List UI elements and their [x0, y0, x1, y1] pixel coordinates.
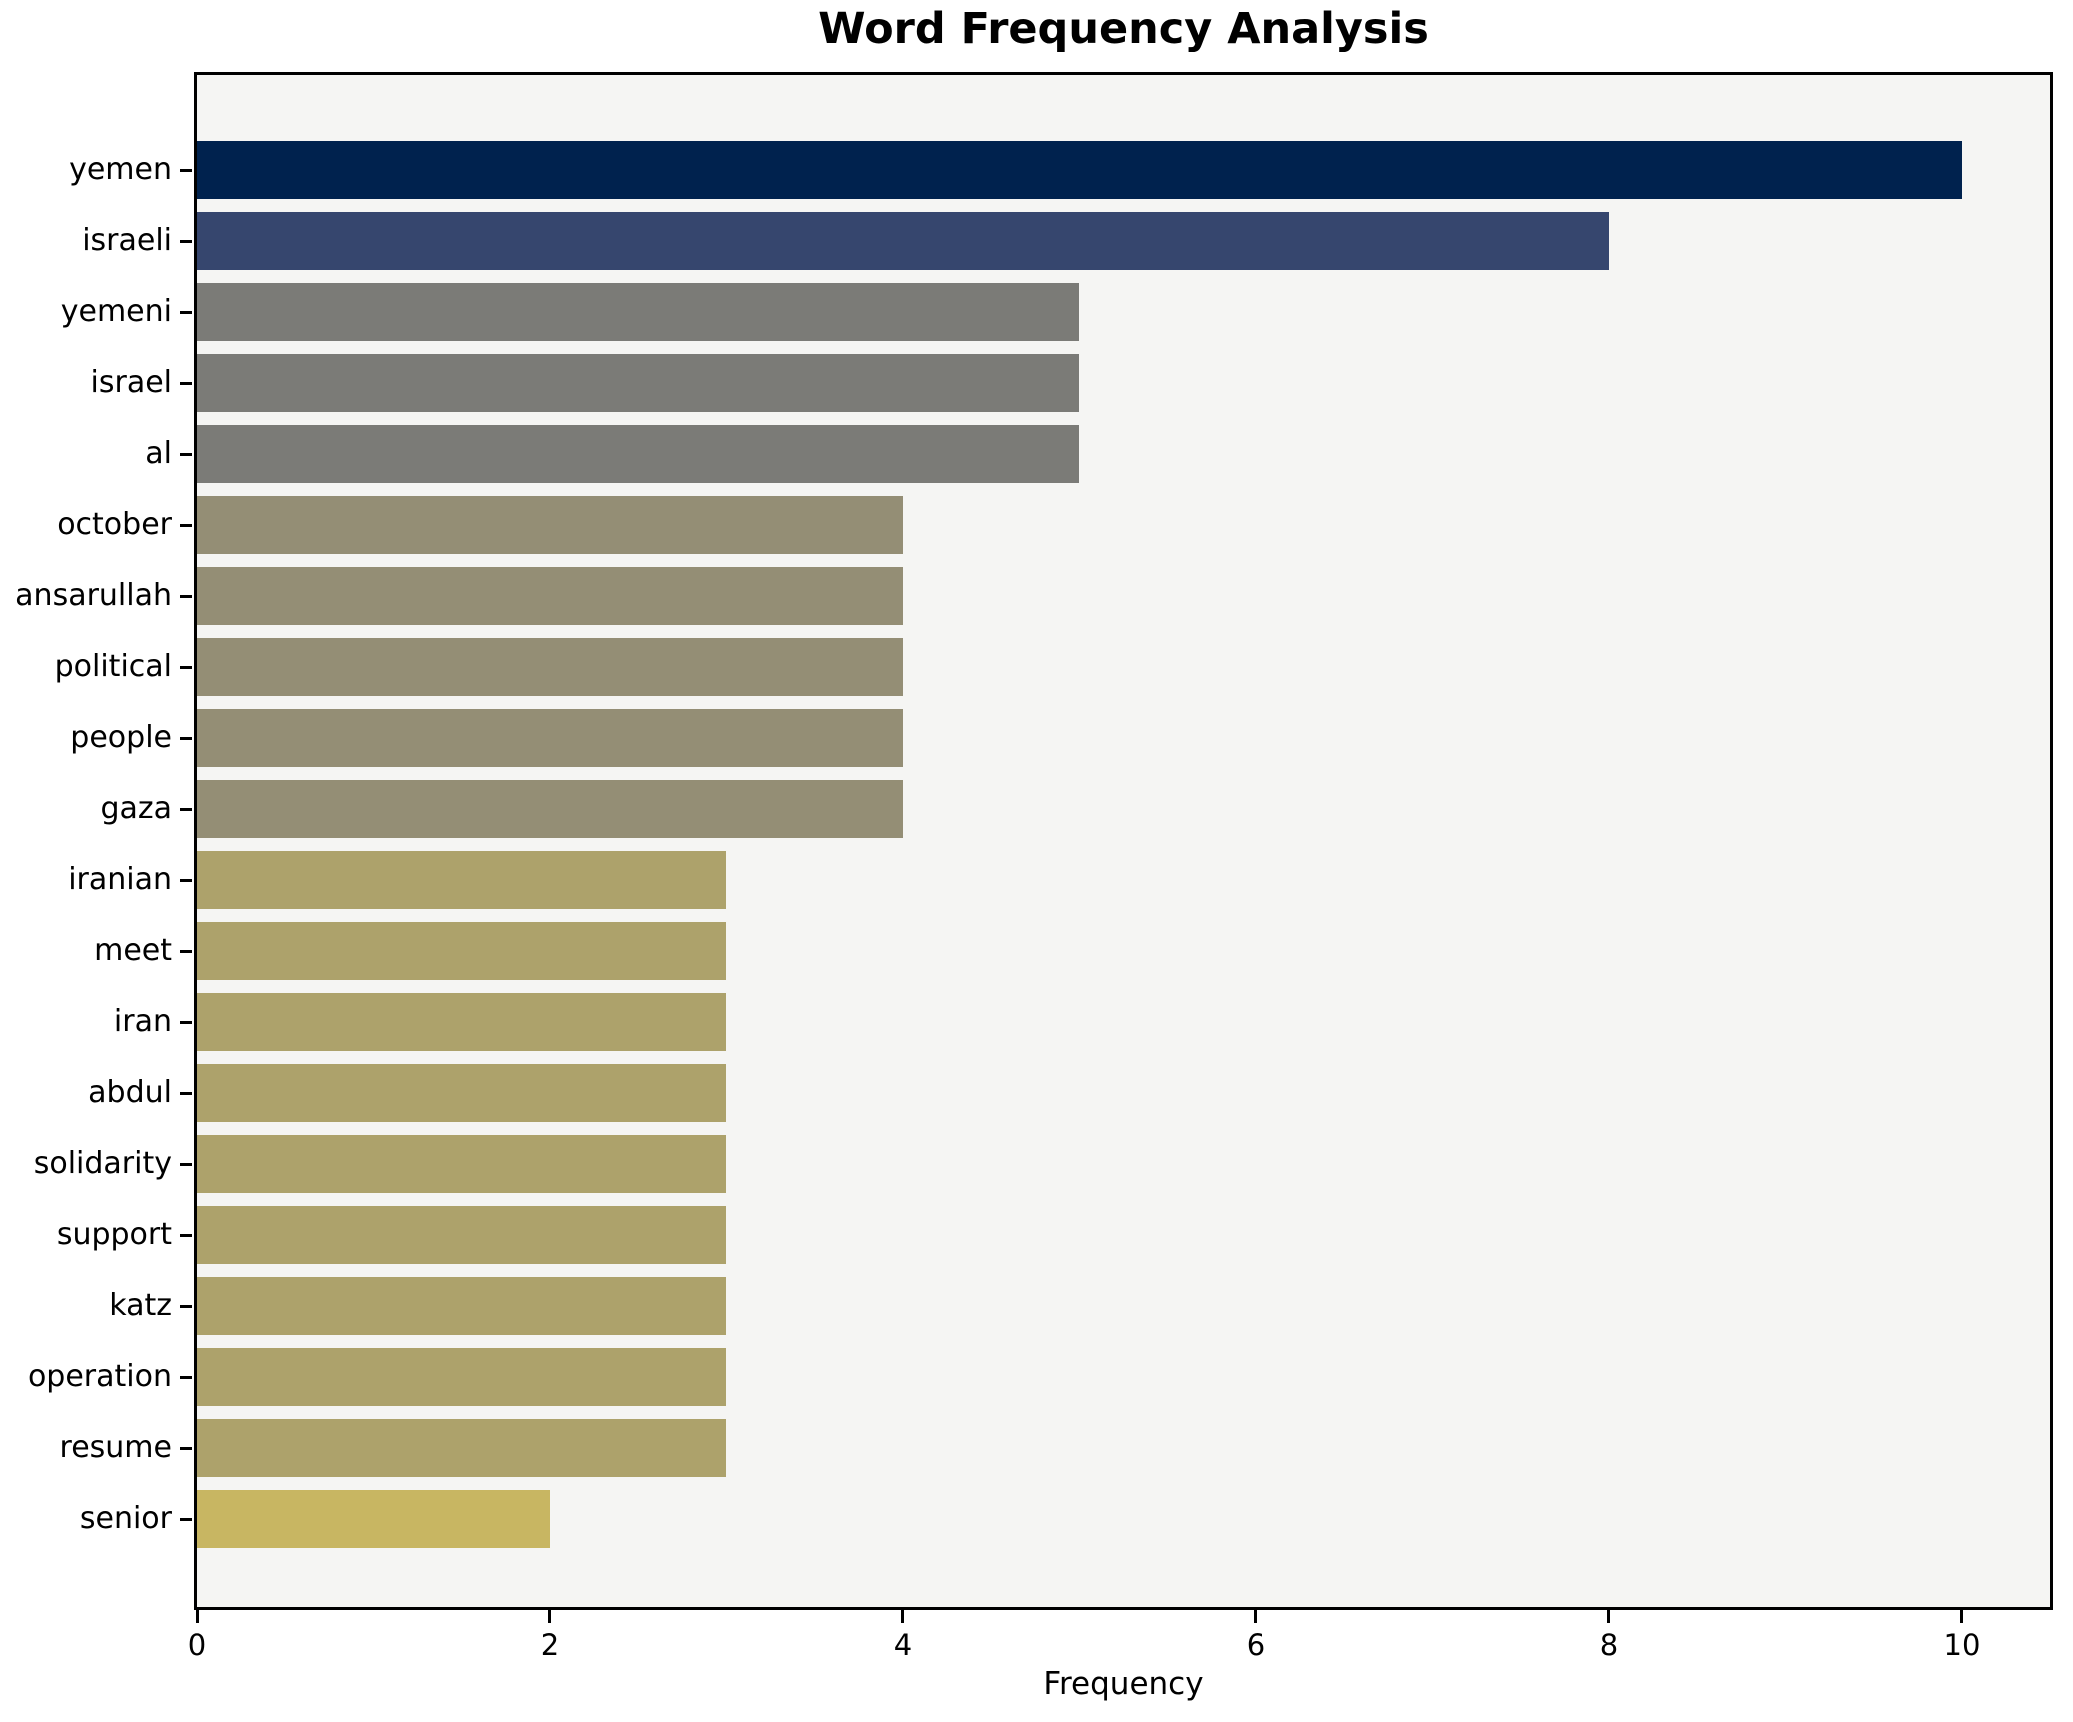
y-tick-label-yemeni: yemeni — [60, 294, 172, 329]
y-tick — [180, 169, 192, 172]
bar-gaza — [197, 780, 903, 838]
bar-ansarullah — [197, 567, 903, 625]
bar-israel — [197, 354, 1079, 412]
y-tick-label-senior: senior — [79, 1501, 172, 1536]
y-tick-label-gaza: gaza — [100, 791, 172, 826]
y-tick-label-political: political — [54, 649, 172, 684]
bar-resume — [197, 1419, 726, 1477]
y-tick — [180, 595, 192, 598]
y-tick — [180, 1163, 192, 1166]
y-tick-label-operation: operation — [27, 1359, 172, 1394]
y-tick-label-meet: meet — [94, 933, 172, 968]
bar-iranian — [197, 851, 726, 909]
y-tick — [180, 382, 192, 385]
x-tick — [1254, 1610, 1257, 1623]
bar-senior — [197, 1490, 550, 1548]
bar-meet — [197, 922, 726, 980]
x-tick — [548, 1610, 551, 1623]
y-tick-label-resume: resume — [59, 1430, 172, 1465]
y-tick — [180, 1305, 192, 1308]
y-tick-label-iran: iran — [113, 1004, 172, 1039]
y-tick — [180, 524, 192, 527]
x-tick-label-10: 10 — [1943, 1628, 1981, 1662]
y-tick-label-october: october — [57, 507, 172, 542]
y-tick-label-israel: israel — [90, 365, 172, 400]
bar-political — [197, 638, 903, 696]
y-tick — [180, 666, 192, 669]
x-tick-label-6: 6 — [1246, 1628, 1266, 1662]
x-tick — [196, 1610, 199, 1623]
y-tick-label-iranian: iranian — [68, 862, 172, 897]
y-tick — [180, 1092, 192, 1095]
plot-area — [194, 72, 2053, 1610]
x-tick-label-8: 8 — [1599, 1628, 1619, 1662]
bar-katz — [197, 1277, 726, 1335]
x-tick-label-2: 2 — [540, 1628, 560, 1662]
bar-abdul — [197, 1064, 726, 1122]
y-tick — [180, 240, 192, 243]
y-tick — [180, 1021, 192, 1024]
y-tick — [180, 453, 192, 456]
y-tick-label-yemen: yemen — [69, 152, 172, 187]
x-tick — [1960, 1610, 1963, 1623]
y-tick-label-solidarity: solidarity — [33, 1146, 172, 1181]
bar-iran — [197, 993, 726, 1051]
bar-solidarity — [197, 1135, 726, 1193]
y-tick — [180, 737, 192, 740]
bar-people — [197, 709, 903, 767]
y-tick-label-abdul: abdul — [88, 1075, 172, 1110]
y-tick — [180, 808, 192, 811]
x-tick-label-4: 4 — [893, 1628, 913, 1662]
x-tick — [1607, 1610, 1610, 1623]
y-tick — [180, 311, 192, 314]
y-tick — [180, 1447, 192, 1450]
y-tick-label-israeli: israeli — [82, 223, 172, 258]
chart-title: Word Frequency Analysis — [818, 4, 1429, 54]
y-tick-label-katz: katz — [109, 1288, 172, 1323]
x-axis-label: Frequency — [1043, 1666, 1204, 1702]
y-tick — [180, 1376, 192, 1379]
y-tick-label-ansarullah: ansarullah — [15, 578, 172, 613]
y-tick-label-al: al — [145, 436, 172, 471]
bar-support — [197, 1206, 726, 1264]
y-tick-label-support: support — [56, 1217, 172, 1252]
bar-operation — [197, 1348, 726, 1406]
bar-october — [197, 496, 903, 554]
bar-al — [197, 425, 1079, 483]
bar-israeli — [197, 212, 1609, 270]
y-tick — [180, 879, 192, 882]
x-tick — [901, 1610, 904, 1623]
y-tick — [180, 1234, 192, 1237]
y-tick-label-people: people — [70, 720, 172, 755]
bar-yemeni — [197, 283, 1079, 341]
bar-yemen — [197, 141, 1962, 199]
y-tick — [180, 1518, 192, 1521]
y-tick — [180, 950, 192, 953]
x-tick-label-0: 0 — [187, 1628, 207, 1662]
